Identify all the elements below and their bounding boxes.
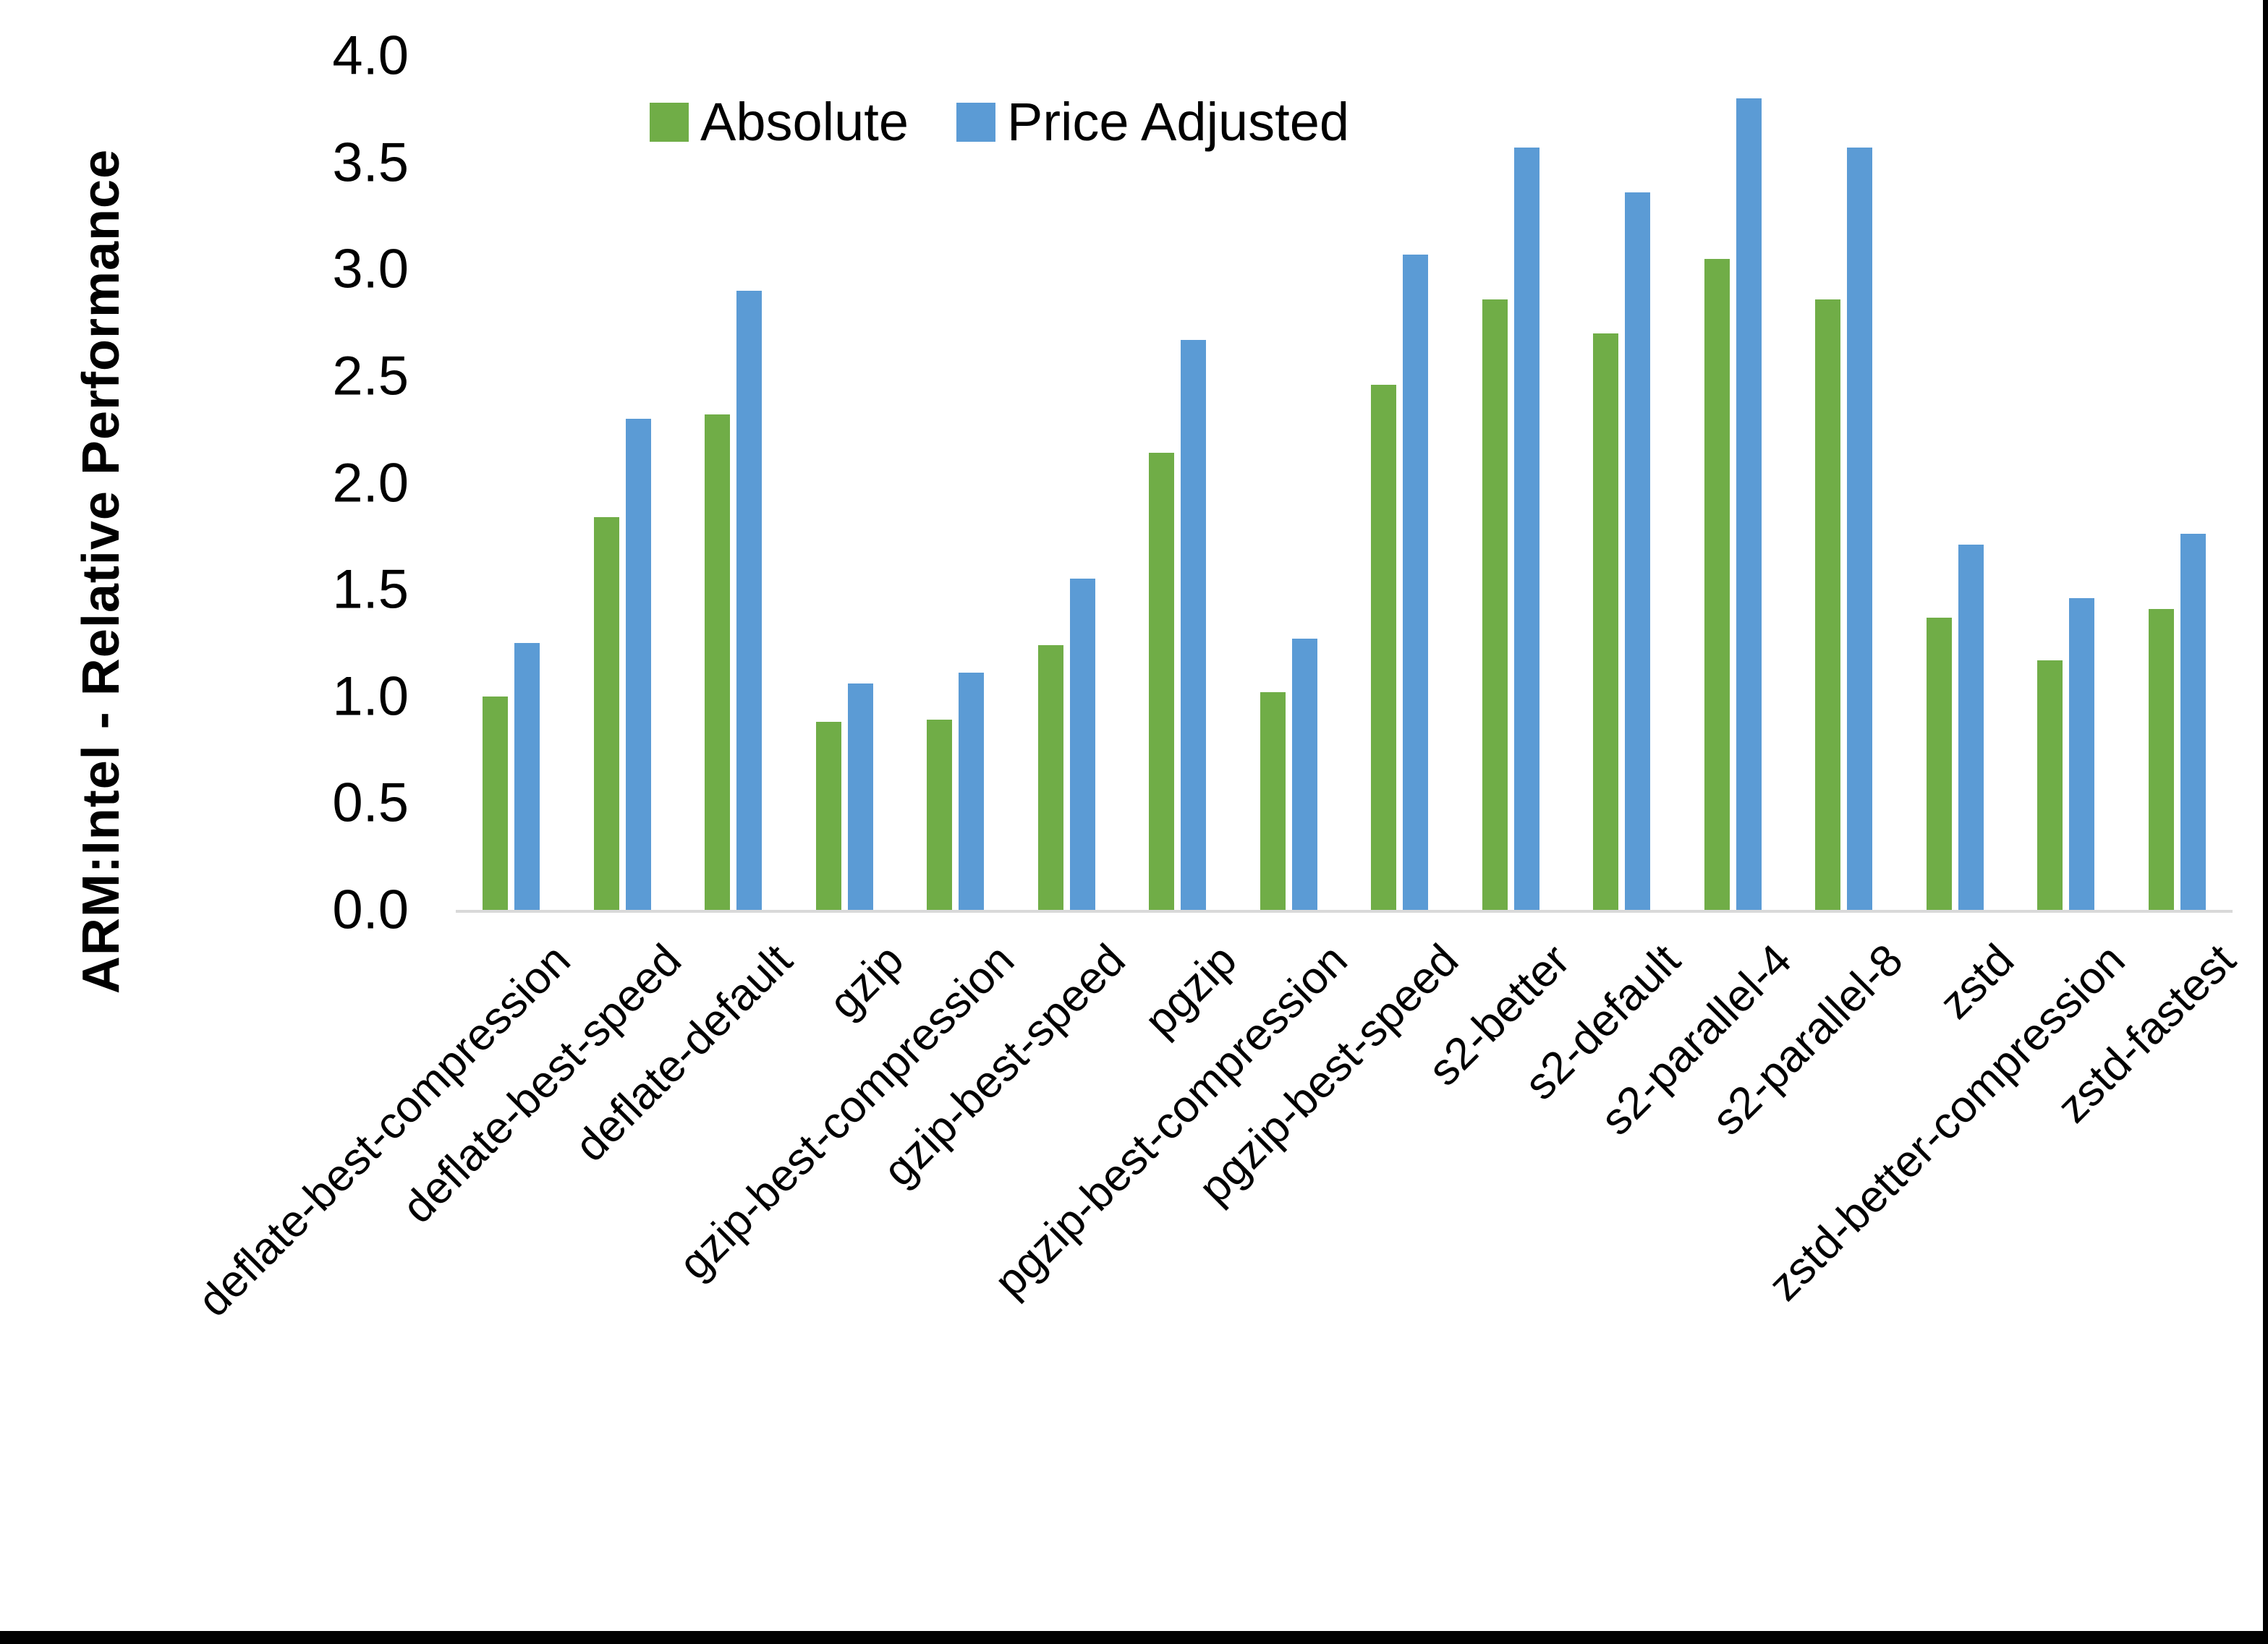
bar-absolute-deflate-best-speed (593, 516, 619, 910)
y-tick-label-1.5: 1.5 (332, 558, 409, 621)
bar-absolute-s2-parallel-8 (1815, 299, 1841, 910)
category-slot-gzip-best-speed (1011, 0, 1123, 910)
category-slot-zstd-fastest (2122, 0, 2233, 910)
bar-absolute-deflate-default (705, 414, 731, 910)
y-tick-label-3.0: 3.0 (332, 238, 409, 300)
x-axis-label-zstd: zstd (1929, 934, 2023, 1028)
category-slot-deflate-best-compression (456, 0, 567, 910)
legend-swatch-absolute (650, 102, 689, 142)
category-slot-deflate-default (678, 0, 789, 910)
bar-absolute-pgzip-best-speed (1371, 384, 1397, 910)
category-slot-pgzip (1122, 0, 1233, 910)
bar-price-adjusted-zstd-fastest (2180, 534, 2206, 910)
bar-absolute-s2-parallel-4 (1704, 258, 1730, 910)
bar-price-adjusted-s2-parallel-8 (1847, 147, 1873, 910)
category-slot-zstd-better-compression (2010, 0, 2122, 910)
y-tick-label-1.0: 1.0 (332, 665, 409, 728)
page-border-bottom (0, 1631, 2268, 1644)
bar-absolute-deflate-best-compression (483, 696, 509, 910)
category-slot-s2-parallel-4 (1678, 0, 1789, 910)
legend: Absolute Price Adjusted (650, 91, 1349, 153)
bar-price-adjusted-deflate-best-compression (514, 642, 540, 910)
category-slot-pgzip-best-compression (1233, 0, 1345, 910)
bar-price-adjusted-s2-parallel-4 (1736, 98, 1762, 910)
bar-price-adjusted-pgzip-best-compression (1291, 639, 1317, 910)
legend-swatch-price-adjusted (956, 102, 995, 142)
bar-absolute-pgzip (1149, 453, 1175, 910)
bar-absolute-gzip (815, 722, 841, 910)
legend-label-absolute: Absolute (700, 92, 909, 152)
bar-absolute-s2-default (1593, 333, 1619, 910)
legend-entry-absolute: Absolute (650, 91, 909, 153)
category-slot-deflate-best-speed (567, 0, 679, 910)
bar-price-adjusted-deflate-best-speed (625, 418, 651, 910)
category-slot-s2-parallel-8 (1788, 0, 1900, 910)
bar-absolute-zstd-fastest (2148, 608, 2174, 910)
y-tick-label-0.5: 0.5 (332, 772, 409, 834)
y-tick-label-0.0: 0.0 (332, 879, 409, 941)
y-tick-label-3.5: 3.5 (332, 132, 409, 194)
y-tick-label-4.0: 4.0 (332, 25, 409, 87)
bar-price-adjusted-gzip-best-compression (959, 673, 985, 910)
bar-price-adjusted-gzip-best-speed (1069, 579, 1095, 910)
legend-entry-price-adjusted: Price Adjusted (956, 91, 1349, 153)
y-tick-label-2.0: 2.0 (332, 452, 409, 514)
bar-absolute-zstd-better-compression (2037, 660, 2063, 910)
x-axis-label-gzip: gzip (819, 934, 913, 1028)
category-slot-pgzip-best-speed (1344, 0, 1456, 910)
category-slot-gzip-best-compression (900, 0, 1011, 910)
page-border-right (2263, 0, 2268, 1644)
bar-price-adjusted-pgzip (1181, 339, 1207, 910)
bar-absolute-gzip-best-speed (1037, 644, 1063, 910)
y-tick-label-2.5: 2.5 (332, 345, 409, 407)
bar-absolute-zstd (1926, 617, 1952, 910)
bar-price-adjusted-gzip (847, 683, 873, 910)
bar-absolute-s2-better (1482, 299, 1508, 910)
x-axis-line (456, 910, 2233, 913)
bar-price-adjusted-deflate-default (736, 290, 763, 910)
category-slot-s2-default (1566, 0, 1678, 910)
bar-absolute-gzip-best-compression (927, 720, 953, 910)
legend-label-price-adjusted: Price Adjusted (1006, 92, 1350, 152)
category-slot-zstd (1900, 0, 2011, 910)
category-slot-gzip (789, 0, 901, 910)
bar-price-adjusted-zstd-better-compression (2069, 597, 2095, 910)
bar-price-adjusted-pgzip-best-speed (1403, 254, 1429, 910)
bars-area (456, 0, 2233, 910)
bar-price-adjusted-s2-default (1625, 192, 1651, 910)
bar-price-adjusted-s2-better (1513, 147, 1539, 910)
bar-absolute-pgzip-best-compression (1260, 691, 1286, 910)
bar-price-adjusted-zstd (1958, 545, 1984, 910)
category-slot-s2-better (1456, 0, 1567, 910)
